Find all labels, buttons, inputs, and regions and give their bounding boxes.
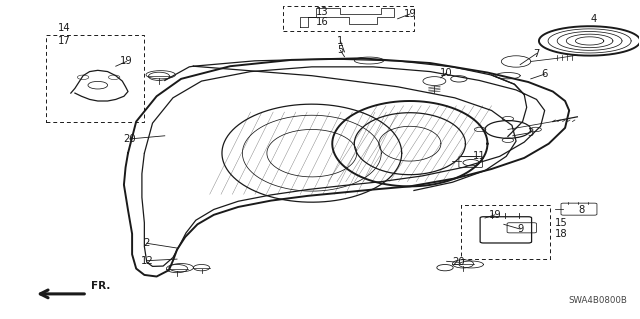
- Text: 3: 3: [527, 128, 534, 137]
- Text: 1: 1: [337, 36, 344, 46]
- Text: 9: 9: [517, 224, 524, 234]
- Text: 4: 4: [591, 14, 597, 24]
- Text: 12: 12: [140, 256, 153, 266]
- Text: 19: 19: [488, 210, 501, 220]
- Text: 15: 15: [555, 218, 568, 228]
- Text: SWA4B0800B: SWA4B0800B: [568, 296, 627, 305]
- Text: 20: 20: [452, 257, 465, 267]
- Text: 14: 14: [58, 23, 70, 33]
- Text: 6: 6: [541, 69, 548, 79]
- Text: FR.: FR.: [92, 281, 111, 291]
- Text: 10: 10: [440, 68, 453, 78]
- Text: 19: 19: [120, 56, 132, 66]
- Text: 2: 2: [143, 238, 150, 248]
- Text: 13: 13: [316, 7, 329, 18]
- Text: 5: 5: [337, 45, 344, 56]
- Text: 7: 7: [533, 48, 540, 59]
- Text: 17: 17: [58, 36, 70, 46]
- Text: 11: 11: [473, 151, 486, 161]
- Text: 18: 18: [555, 229, 567, 239]
- Text: 20: 20: [124, 134, 136, 144]
- Text: 8: 8: [579, 205, 584, 215]
- Text: 16: 16: [316, 17, 329, 27]
- Text: 19: 19: [403, 9, 416, 19]
